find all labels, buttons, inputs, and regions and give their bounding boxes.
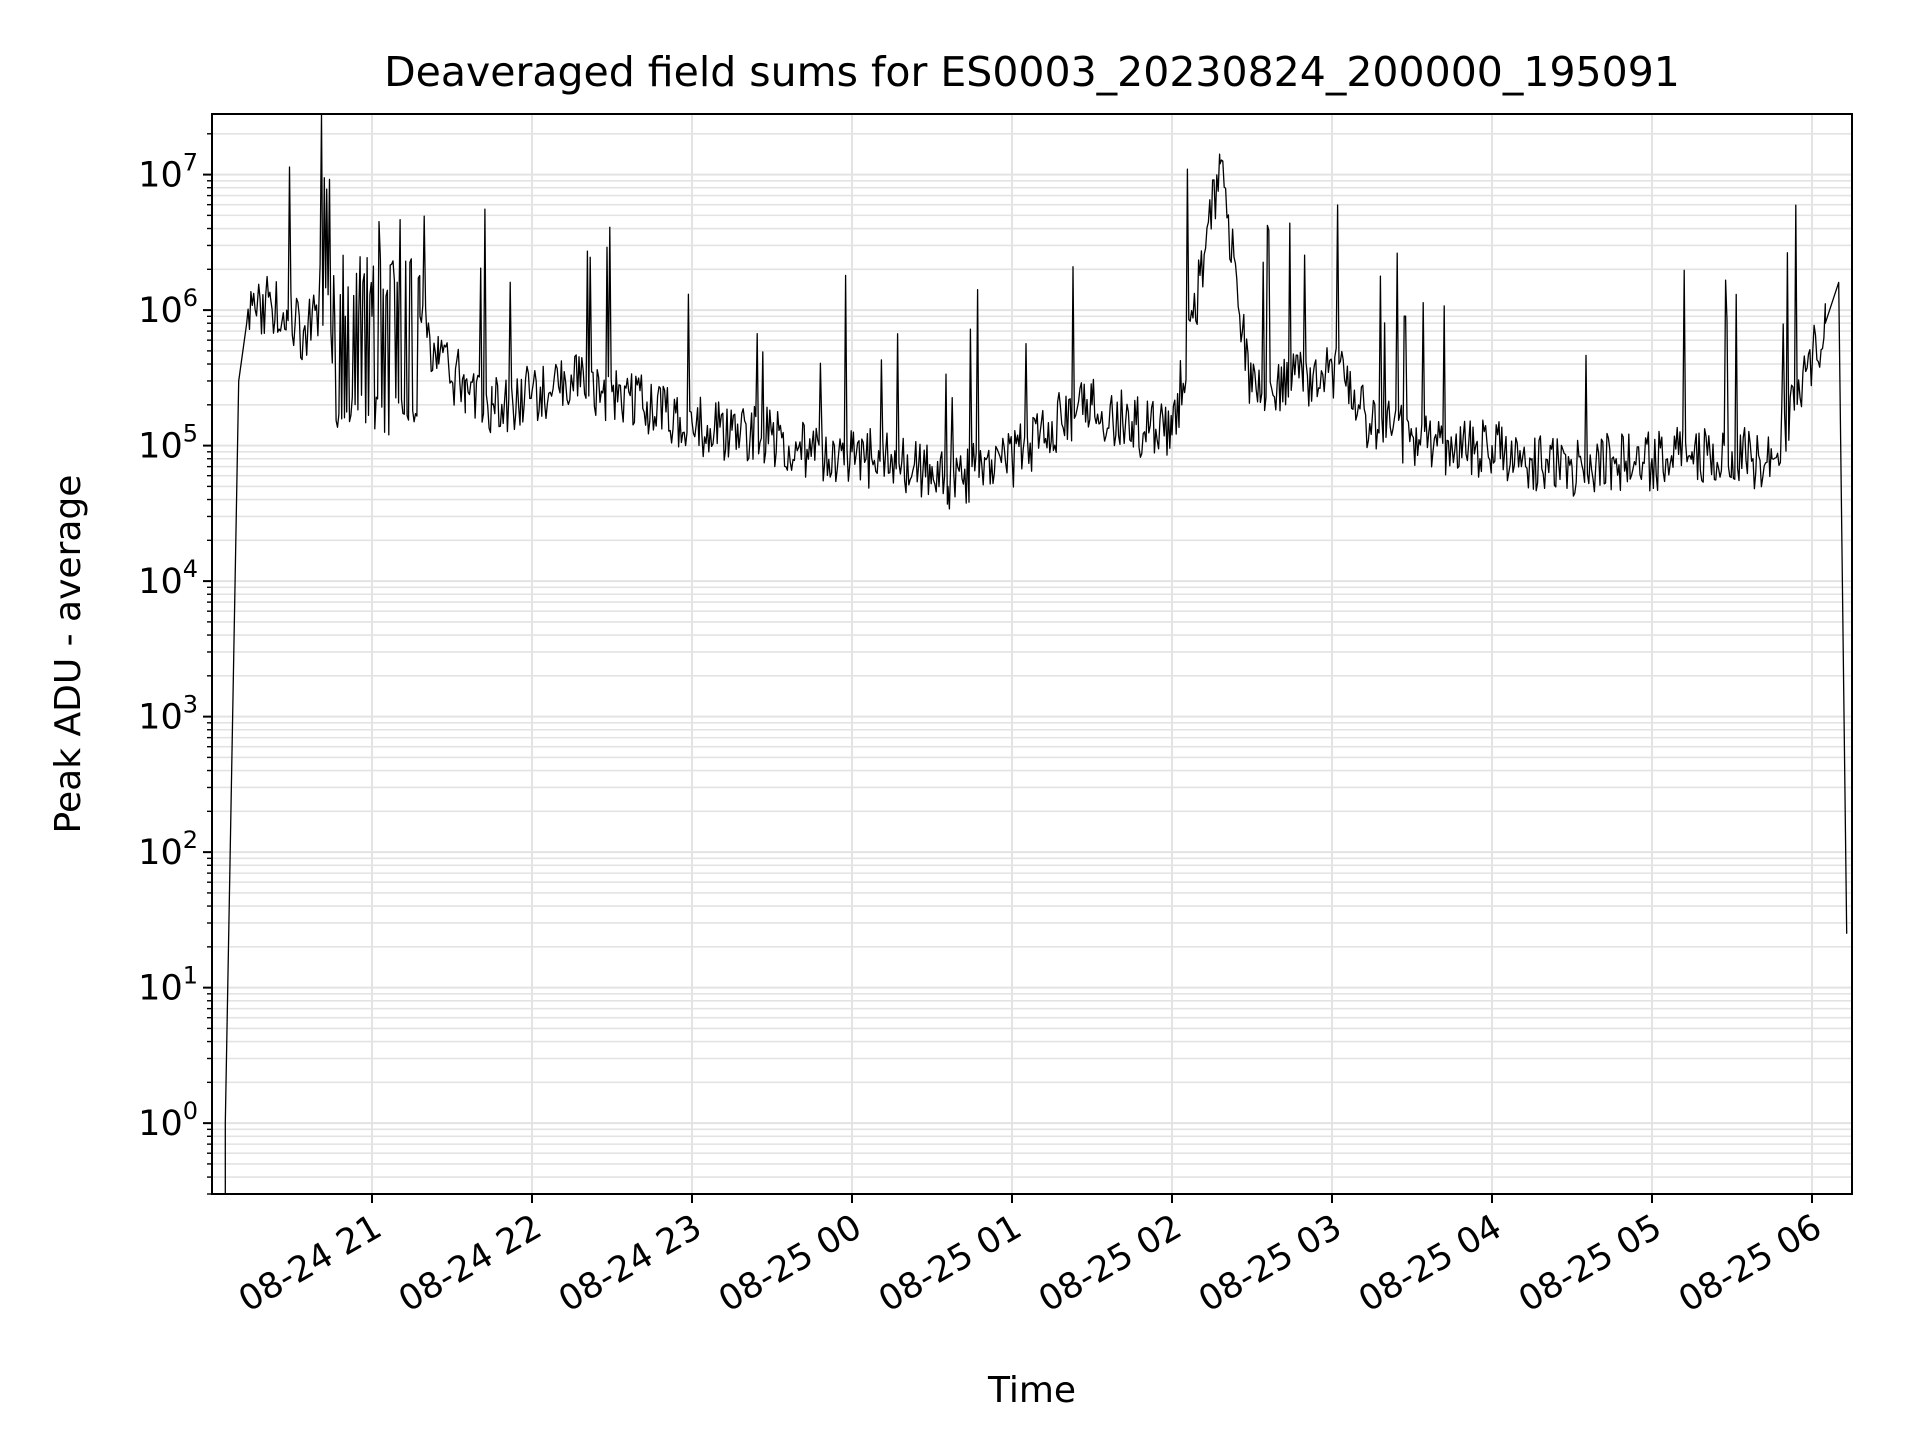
y-tick-label: 100 [138, 1097, 198, 1144]
y-axis-label: Peak ADU - average [48, 475, 89, 834]
chart-title: Deaveraged field sums for ES0003_2023082… [384, 48, 1680, 96]
y-tick-label: 107 [138, 149, 198, 196]
y-tick-label: 106 [138, 284, 198, 331]
y-tick-label: 102 [138, 826, 198, 873]
x-axis-label: Time [987, 1370, 1076, 1411]
series-line [224, 113, 1848, 1194]
data-layer [224, 113, 1848, 1194]
y-tick-label: 105 [138, 420, 198, 467]
y-tick-label: 101 [138, 962, 198, 1009]
y-tick-label: 103 [138, 691, 198, 738]
plot-frame [211, 113, 1853, 1195]
y-tick-label: 104 [138, 555, 198, 602]
